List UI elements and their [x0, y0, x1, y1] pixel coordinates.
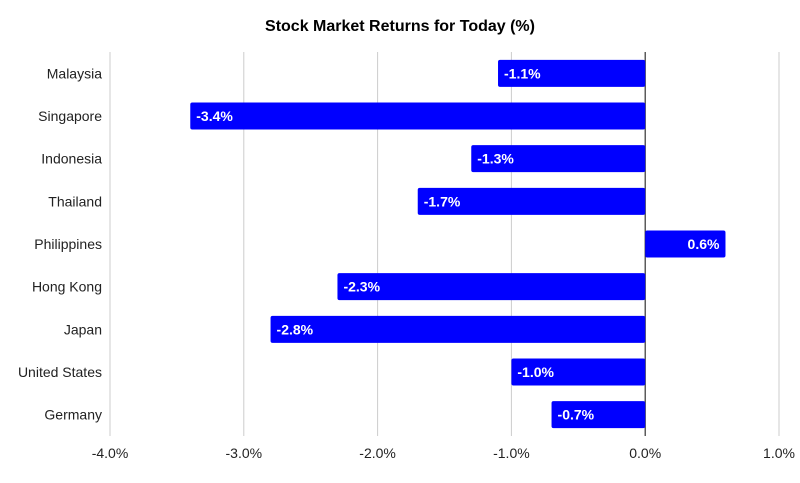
bar: [471, 145, 646, 173]
bar: [498, 59, 646, 87]
category-label: Singapore: [38, 108, 102, 124]
x-tick-label: -3.0%: [226, 445, 263, 461]
bar: [417, 187, 646, 215]
category-label: Indonesia: [41, 151, 102, 167]
data-label: 0.6%: [688, 236, 720, 252]
x-tick-label: 1.0%: [763, 445, 795, 461]
bar: [511, 358, 646, 386]
category-label: Thailand: [48, 193, 102, 209]
x-tick-label: -2.0%: [359, 445, 396, 461]
data-label: -3.4%: [196, 108, 233, 124]
chart-title: Stock Market Returns for Today (%): [265, 18, 535, 35]
category-label: Germany: [44, 407, 102, 423]
bar: [337, 273, 646, 301]
bar: [551, 401, 646, 429]
data-label: -1.0%: [517, 364, 554, 380]
category-label: Malaysia: [47, 65, 102, 81]
category-label: United States: [18, 364, 102, 380]
data-label: -1.1%: [504, 65, 541, 81]
x-tick-label: -4.0%: [92, 445, 129, 461]
bar: [190, 102, 646, 130]
data-label: -2.3%: [343, 279, 380, 295]
axes: -4.0% -3.0% -2.0% -1.0% 0.0% 1.0% Malaysia Sing…: [18, 65, 795, 461]
category-label: Japan: [64, 321, 102, 337]
bar: [645, 230, 726, 258]
data-label: -2.8%: [277, 321, 314, 337]
bar: [270, 315, 646, 343]
x-tick-label: 0.0%: [629, 445, 661, 461]
bars: -1.1% -3.4% -1.3% -1.7% 0.6% -2.3% -2.8% -1.0% -…: [190, 59, 726, 429]
data-label: -1.3%: [477, 151, 514, 167]
category-label: Hong Kong: [32, 279, 102, 295]
x-tick-label: -1.0%: [493, 445, 530, 461]
category-label: Philippines: [34, 236, 102, 252]
data-label: -1.7%: [424, 193, 461, 209]
data-label: -0.7%: [558, 407, 595, 423]
